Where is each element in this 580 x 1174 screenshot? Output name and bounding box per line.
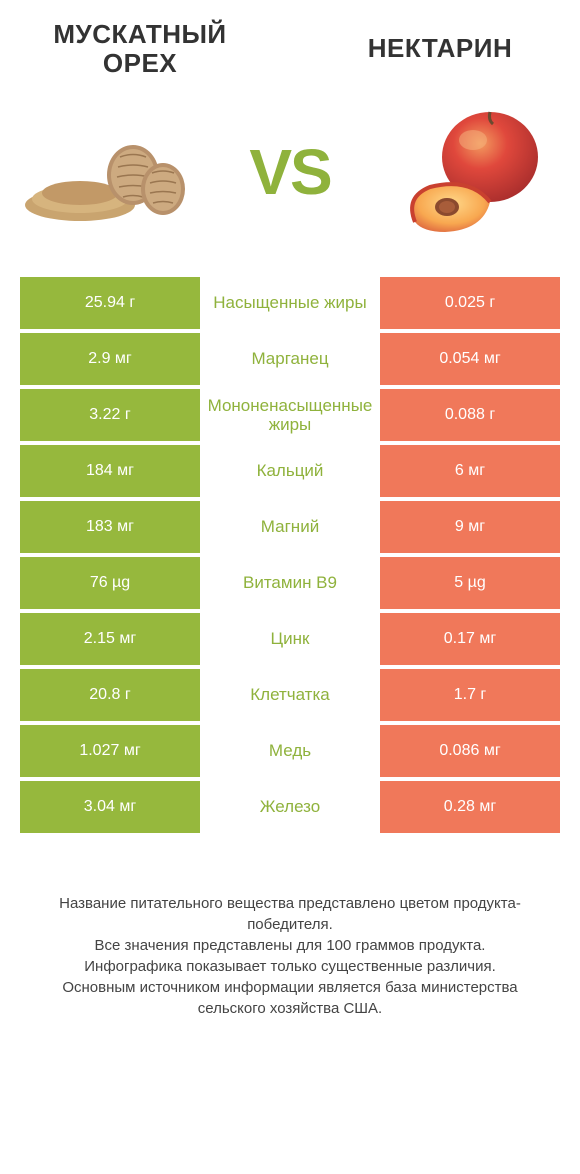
right-value: 0.054 мг: [380, 333, 560, 385]
right-value: 0.28 мг: [380, 781, 560, 833]
left-value: 76 µg: [20, 557, 200, 609]
left-title: МУСКАТНЫЙ ОРЕХ: [20, 20, 260, 77]
left-value: 2.9 мг: [20, 333, 200, 385]
nutrient-label: Железо: [200, 781, 380, 833]
right-value: 0.025 г: [380, 277, 560, 329]
right-value: 5 µg: [380, 557, 560, 609]
right-title: НЕКТАРИН: [320, 20, 560, 63]
left-value: 3.22 г: [20, 389, 200, 441]
nectarine-image: [380, 102, 560, 242]
right-value: 6 мг: [380, 445, 560, 497]
left-value: 25.94 г: [20, 277, 200, 329]
table-row: 183 мгМагний9 мг: [20, 501, 560, 553]
images-row: VS: [20, 97, 560, 247]
left-value: 1.027 мг: [20, 725, 200, 777]
comparison-table: 25.94 гНасыщенные жиры0.025 г2.9 мгМарга…: [20, 277, 560, 833]
footer-line-4: Основным источником информации является …: [30, 977, 550, 1019]
left-value: 183 мг: [20, 501, 200, 553]
table-row: 1.027 мгМедь0.086 мг: [20, 725, 560, 777]
footer-line-2: Все значения представлены для 100 граммо…: [30, 935, 550, 956]
left-value: 3.04 мг: [20, 781, 200, 833]
titles-row: МУСКАТНЫЙ ОРЕХ НЕКТАРИН: [20, 20, 560, 77]
nutrient-label: Витамин B9: [200, 557, 380, 609]
left-value: 20.8 г: [20, 669, 200, 721]
nutrient-label: Клетчатка: [200, 669, 380, 721]
nutrient-label: Кальций: [200, 445, 380, 497]
right-value: 0.086 мг: [380, 725, 560, 777]
nutrient-label: Насыщенные жиры: [200, 277, 380, 329]
table-row: 2.15 мгЦинк0.17 мг: [20, 613, 560, 665]
nutrient-label: Марганец: [200, 333, 380, 385]
nutrient-label: Медь: [200, 725, 380, 777]
table-row: 3.22 гМононенасыщенные жиры0.088 г: [20, 389, 560, 441]
vs-label: VS: [249, 135, 330, 209]
table-row: 20.8 гКлетчатка1.7 г: [20, 669, 560, 721]
table-row: 25.94 гНасыщенные жиры0.025 г: [20, 277, 560, 329]
right-value: 0.088 г: [380, 389, 560, 441]
table-row: 3.04 мгЖелезо0.28 мг: [20, 781, 560, 833]
nutmeg-image: [20, 117, 200, 227]
right-value: 1.7 г: [380, 669, 560, 721]
nutrient-label: Мононенасыщенные жиры: [200, 389, 380, 441]
left-value: 2.15 мг: [20, 613, 200, 665]
table-row: 2.9 мгМарганец0.054 мг: [20, 333, 560, 385]
table-row: 184 мгКальций6 мг: [20, 445, 560, 497]
right-value: 0.17 мг: [380, 613, 560, 665]
left-value: 184 мг: [20, 445, 200, 497]
right-value: 9 мг: [380, 501, 560, 553]
footer-text: Название питательного вещества представл…: [20, 893, 560, 1019]
nutrient-label: Цинк: [200, 613, 380, 665]
table-row: 76 µgВитамин B95 µg: [20, 557, 560, 609]
footer-line-3: Инфографика показывает только существенн…: [30, 956, 550, 977]
nutrient-label: Магний: [200, 501, 380, 553]
footer-line-1: Название питательного вещества представл…: [30, 893, 550, 935]
